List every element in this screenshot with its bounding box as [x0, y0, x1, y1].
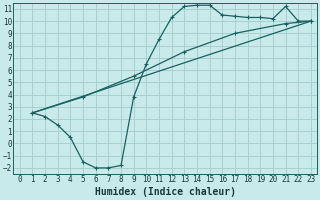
X-axis label: Humidex (Indice chaleur): Humidex (Indice chaleur)	[95, 187, 236, 197]
